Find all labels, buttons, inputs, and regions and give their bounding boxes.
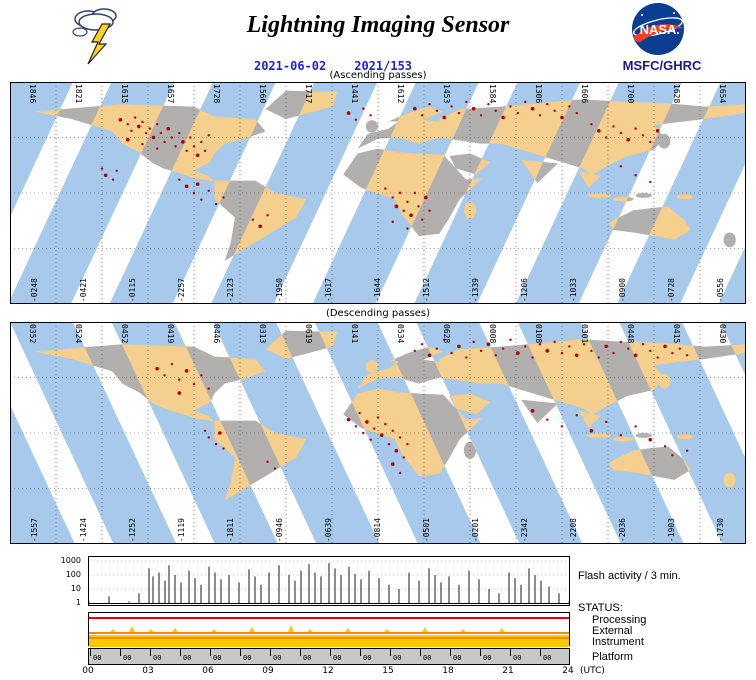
platform-tick [330, 649, 331, 656]
hour-tick-label: 18 [442, 666, 454, 676]
ascending-passes-map: 1846 1821 1615 1657 1728 1560 1717 1441 1612 1453… [10, 82, 746, 304]
ascending-passes-label: (Ascending passes) [329, 70, 427, 81]
external-activity-bump [422, 627, 428, 632]
instrument-status-line [89, 637, 569, 639]
platform-tick [480, 649, 481, 656]
platform-tick [270, 649, 271, 656]
flash-chart-ytick: 10 [70, 584, 81, 593]
org-label: MSFC/GHRC [622, 58, 702, 73]
platform-tick [510, 649, 511, 656]
platform-minute-label: 00 [243, 654, 252, 662]
platform-minute-label: 00 [333, 654, 342, 662]
hour-tick-label: 15 [382, 666, 394, 676]
external-activity-bump [287, 625, 294, 632]
platform-minute-label: 00 [453, 654, 462, 662]
platform-tick [540, 649, 541, 656]
status-row-processing [89, 613, 569, 624]
platform-minute-label: 00 [363, 654, 372, 662]
platform-tick [390, 649, 391, 656]
external-activity-bump [172, 628, 179, 632]
day-of-year-value: 2021/153 [354, 59, 413, 73]
descending-passes-map: 0352 0524 0452 0419 0446 0313 0619 0141 0534 0628… [10, 322, 746, 544]
external-activity-bump [129, 626, 136, 632]
external-activity-bump [498, 628, 505, 632]
external-activity-bump [383, 629, 390, 632]
flash-chart-y-axis: 1000 100 10 1 [52, 556, 84, 608]
ascending-map-image [10, 82, 746, 304]
nasa-logo-icon: NASA [630, 3, 686, 57]
platform-tick [450, 649, 451, 656]
hour-tick-label: 24 [562, 666, 574, 676]
external-activity-bump [110, 629, 116, 632]
platform-minute-label: 00 [153, 654, 162, 662]
page-title: Lightning Imaging Sensor [246, 12, 510, 38]
hour-tick-label: 09 [262, 666, 274, 676]
platform-minute-label: 00 [123, 654, 132, 662]
platform-tick [120, 649, 121, 656]
status-row-instrument [89, 635, 569, 647]
utc-unit-label: (UTC) [580, 666, 605, 676]
platform-minute-label: 00 [513, 654, 522, 662]
hour-tick-label: 06 [202, 666, 214, 676]
external-activity-bump [148, 629, 155, 632]
status-label-processing: Processing [592, 614, 647, 626]
status-label-external: External [592, 625, 633, 637]
platform-minute-label: 00 [273, 654, 282, 662]
status-panel [88, 612, 570, 647]
status-heading: STATUS: [578, 602, 623, 614]
platform-minute-label: 00 [183, 654, 192, 662]
hour-tick-label: 12 [322, 666, 334, 676]
platform-minute-label: 00 [543, 654, 552, 662]
platform-status-band: 00 00 00 00 00 00 00 00 00 00 00 00 00 00 00 00 [88, 648, 570, 665]
platform-tick [90, 649, 91, 656]
platform-tick [300, 649, 301, 656]
platform-tick [210, 649, 211, 656]
flash-activity-plot [88, 560, 570, 604]
platform-minute-label: 00 [393, 654, 402, 662]
time-axis: 00 03 06 09 12 15 18 21 24 (UTC) [82, 666, 648, 678]
platform-minute-label: 00 [213, 654, 222, 662]
processing-status-line [89, 617, 569, 619]
flash-chart-ytick: 1000 [60, 556, 81, 565]
platform-tick [180, 649, 181, 656]
flash-activity-chart [88, 556, 570, 606]
external-status-bumps [89, 624, 569, 635]
status-row-external [89, 624, 569, 635]
status-label-instrument: Instrument [592, 636, 644, 648]
status-label-platform: Platform [592, 651, 633, 663]
storm-cloud-lightning-icon [70, 4, 126, 70]
platform-minute-label: 00 [483, 654, 492, 662]
hour-tick-label: 00 [82, 666, 94, 676]
flash-chart-ytick: 100 [65, 570, 81, 579]
external-activity-bump [345, 628, 352, 632]
nasa-logo-text: NASA [640, 22, 677, 37]
external-activity-bump [210, 629, 217, 632]
platform-minute-label: 00 [423, 654, 432, 662]
platform-tick [150, 649, 151, 656]
external-activity-bump [249, 627, 256, 632]
descending-passes-label: (Descending passes) [325, 308, 431, 319]
date-value: 2021-06-02 [253, 59, 327, 73]
platform-tick [240, 649, 241, 656]
hour-tick-label: 21 [502, 666, 514, 676]
flash-chart-ytick: 1 [75, 598, 81, 607]
descending-map-image [10, 322, 746, 544]
platform-minute-label: 00 [303, 654, 312, 662]
platform-tick [360, 649, 361, 656]
date-row: 2021-06-02 2021/153 [0, 55, 666, 74]
platform-tick [420, 649, 421, 656]
external-activity-bump [460, 629, 467, 632]
flash-activity-title: Flash activity / 3 min. [578, 570, 681, 582]
external-status-line [89, 632, 569, 634]
platform-minute-label: 00 [93, 654, 102, 662]
hour-tick-label: 03 [142, 666, 154, 676]
external-activity-bump [306, 629, 313, 632]
